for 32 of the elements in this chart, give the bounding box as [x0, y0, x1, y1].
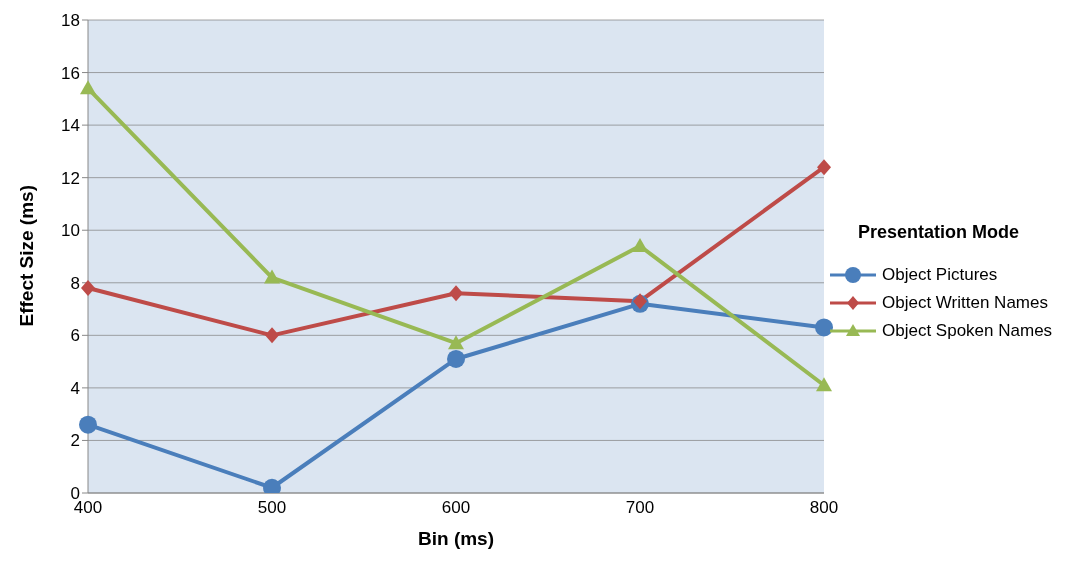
y-tick-label: 2: [70, 431, 80, 451]
point: [447, 349, 465, 368]
legend-title: Presentation Mode: [857, 222, 1021, 243]
point: [79, 415, 97, 434]
x-tick-label: 600: [441, 498, 471, 518]
point: [817, 159, 831, 176]
point: [632, 237, 648, 252]
y-tick-label: 18: [61, 11, 80, 31]
y-tick-label: 12: [61, 168, 80, 188]
y-tick-label: 8: [70, 273, 80, 293]
x-tick-label: 500: [257, 498, 287, 518]
legend-label: Object Written Names: [882, 293, 1048, 313]
y-tick-label: 10: [61, 221, 80, 241]
x-tick-label: 700: [625, 498, 655, 518]
legend-label: Object Pictures: [882, 265, 998, 285]
y-tick-label: 6: [70, 326, 80, 346]
point: [81, 280, 95, 297]
point: [265, 327, 279, 344]
y-tick-label: 16: [61, 63, 80, 83]
y-axis-title: Effect Size (ms): [15, 185, 37, 327]
y-tick-label: 14: [61, 116, 80, 136]
point: [448, 335, 464, 350]
y-tick-label: 4: [70, 378, 80, 398]
point: [80, 80, 96, 95]
point: [264, 269, 280, 284]
point: [449, 285, 463, 302]
point: [816, 377, 832, 392]
point: [815, 318, 833, 337]
legend-label: Object Spoken Names: [882, 321, 1053, 341]
x-axis-title: Bin (ms): [418, 528, 494, 549]
x-tick-label: 400: [73, 498, 103, 518]
x-tick-label: 800: [809, 498, 839, 518]
